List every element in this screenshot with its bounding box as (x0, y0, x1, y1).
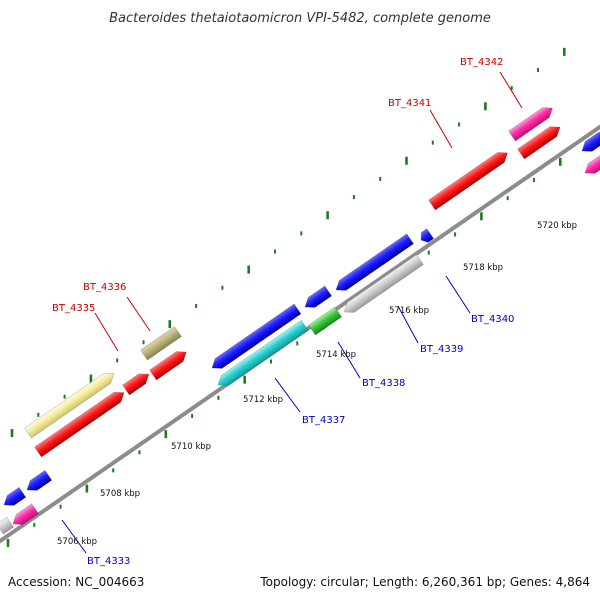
label-pointers (61, 71, 523, 554)
tick-row-upper (10, 47, 566, 437)
map-title: Bacteroides thetaiotaomicron VPI-5482, c… (109, 11, 491, 26)
gene-bar-bt4341-red (428, 152, 508, 211)
gene-bar-bt4338-green (308, 306, 342, 336)
scale-label: 5710 kbp (171, 442, 211, 452)
gene-label-bt4338[interactable]: BT_4338 (362, 378, 405, 389)
pointer-bt4341 (429, 109, 453, 149)
gene-bar-forward-red-1 (34, 391, 125, 458)
gene-bar-forward-red-3 (149, 351, 187, 381)
gene-bar-reverse-blue-4 (420, 228, 435, 243)
scale-label: 5712 kbp (243, 395, 283, 405)
pointer-bt4338 (337, 341, 361, 379)
scale-label: 5718 kbp (463, 263, 503, 273)
pointer-bt4342 (499, 71, 523, 109)
gene-bar-reverse-blue-2 (304, 285, 333, 308)
pointer-bt4340 (445, 275, 471, 314)
pointer-bt4339 (397, 305, 419, 344)
gene-bar-reverse-blue-6 (26, 469, 53, 491)
gene-label-bt4342[interactable]: BT_4342 (460, 57, 503, 68)
gene-label-bt4337[interactable]: BT_4337 (302, 415, 345, 426)
gene-bar-reverse-blue-1 (211, 303, 302, 369)
pointer-bt4336 (126, 296, 151, 332)
gene-bar-reverse-grey-2 (0, 516, 14, 535)
gene-bar-forward-red-2 (122, 373, 150, 396)
scale-labels: 5706 kbp 5708 kbp 5710 kbp 5712 kbp 5714 kbp… (57, 221, 577, 547)
gene-label-bt4335[interactable]: BT_4335 (52, 303, 95, 314)
scale-label: 5720 kbp (537, 221, 577, 231)
gene-bar-bt4339-grey (343, 254, 424, 313)
gene-label-bt4333[interactable]: BT_4333 (87, 556, 130, 567)
gene-bar-bt4333-pink (12, 503, 39, 525)
gene-features (0, 107, 600, 535)
gene-bar-bt4337-cyan (217, 319, 309, 386)
pointer-bt4335 (94, 312, 119, 352)
gene-bar-forward-red-4 (517, 126, 561, 160)
gene-label-bt4336[interactable]: BT_4336 (83, 282, 126, 293)
scale-label: 5708 kbp (100, 489, 140, 499)
scale-label: 5706 kbp (57, 537, 97, 547)
gene-bar-bt4342-pink (508, 107, 553, 142)
gene-label-bt4341[interactable]: BT_4341 (388, 98, 431, 109)
gene-bar-bt4336-olive (140, 326, 182, 361)
scale-label: 5714 kbp (316, 350, 356, 360)
genome-summary-text: Topology: circular; Length: 6,260,361 bp… (259, 575, 590, 589)
gene-label-bt4340[interactable]: BT_4340 (471, 314, 514, 325)
pointer-bt4333 (61, 519, 87, 554)
gene-bar-bt4335-yellow (24, 372, 115, 439)
gene-labels: BT_4333 BT_4335 BT_4336 BT_4337 BT_4338 BT_43… (52, 57, 514, 567)
scale-label: 5716 kbp (389, 306, 429, 316)
gene-label-bt4339[interactable]: BT_4339 (420, 344, 463, 355)
gene-bar-reverse-blue-3 (335, 233, 414, 291)
gene-bar-reverse-pink-2 (584, 155, 600, 174)
pointer-bt4337 (274, 377, 301, 413)
gene-bar-reverse-blue-7 (581, 131, 600, 152)
accession-text: Accession: NC_004663 (8, 575, 144, 589)
gene-bar-reverse-blue-5 (3, 486, 27, 506)
